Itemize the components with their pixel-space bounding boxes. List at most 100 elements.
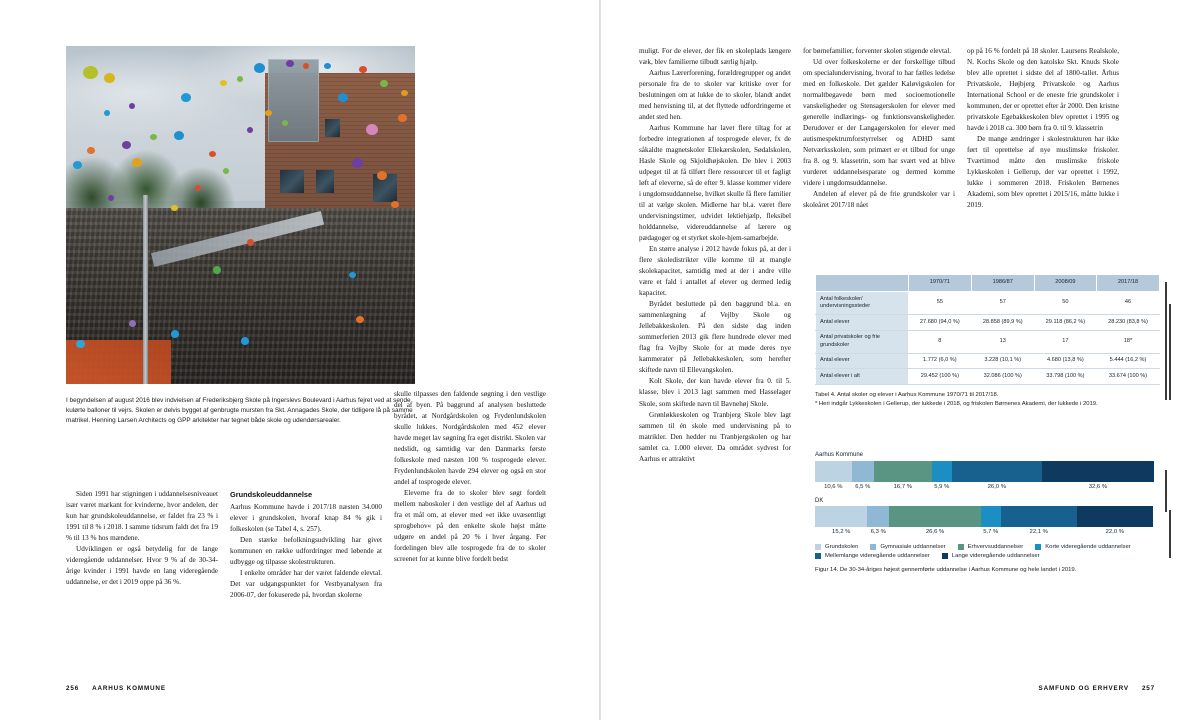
left-column-3: skulle tilpasses den faldende søgning i … (394, 389, 546, 565)
paragraph: Den stærke befolkningsudvikling har give… (230, 536, 382, 567)
right-page-footer: SAMFUND OG ERHVERV 257 (1039, 685, 1155, 692)
table-row: Antal privatskoler og frie grundskoler 8 1… (815, 329, 1160, 354)
balloon (76, 340, 86, 349)
page-gutter (599, 0, 601, 720)
balloon (352, 157, 364, 168)
balloon (223, 167, 230, 174)
paragraph: Grønløkkeskolen og Tranbjerg Skole blev … (639, 410, 791, 463)
bar-value-label: 10,6 % (824, 483, 843, 490)
bar-value-label: 26,6 % (925, 529, 945, 535)
legend-item: Korte videregående uddannelser (1035, 544, 1131, 550)
photo-orange-ground (66, 340, 171, 384)
balloon (170, 329, 179, 338)
balloon (104, 73, 116, 84)
table-cell: 33.674 (100 %) (1096, 368, 1160, 385)
table-row: Antal elever 1.772 (6,0 %) 3.228 (10,1 %) 4… (815, 352, 1160, 370)
paragraph: op på 16 % fordelt på 18 skoler. Laursen… (967, 47, 1119, 133)
balloon (219, 79, 227, 86)
legend-item: Erhvervsuddannelser (957, 544, 1023, 550)
paragraph: Byrådet besluttede på den baggrund bl.a.… (639, 300, 791, 375)
table-4-block: 1970/71 1986/87 2008/09 2017/18 Antal folke… (815, 274, 1171, 410)
balloon (72, 160, 82, 169)
table-cell: 8 (907, 329, 972, 354)
scan-artifact (1169, 510, 1171, 558)
photo-pole (142, 194, 148, 384)
paragraph: Andelen af elever på de frie grundskoler… (803, 190, 955, 210)
balloon (104, 110, 111, 117)
paragraph: Eleverne fra de to skoler blev søgt ford… (394, 489, 546, 564)
table-head: 1970/71 1986/87 2008/09 2017/18 (815, 274, 1160, 292)
balloon (83, 66, 99, 80)
paragraph: for børnefamilier, forventer skolen stig… (803, 47, 951, 55)
section-heading-grundskoleuddannelse: Grundskoleuddannelse (230, 490, 313, 499)
balloon (174, 130, 185, 140)
table-cell: 4.680 (13,8 %) (1033, 352, 1098, 370)
balloon (366, 123, 379, 135)
table-cell: 50 (1033, 290, 1098, 316)
bar-segment (951, 460, 1042, 482)
schools-pupils-table: 1970/71 1986/87 2008/09 2017/18 Antal folke… (815, 274, 1160, 385)
bar-segment (1076, 506, 1153, 527)
paragraph: Aarhus Kommune har lavet flere tiltag fo… (639, 124, 791, 243)
table-col-header: 2017/18 (1096, 274, 1160, 292)
balloon (240, 336, 249, 345)
table-row: Antal elever i alt 29.452 (100 %) 32.086 (… (815, 368, 1160, 385)
table-cell: 33.798 (100 %) (1033, 368, 1098, 385)
balloon (128, 319, 136, 327)
paragraph: muligt. For de elever, der fik en skolep… (639, 47, 791, 67)
bar-segment (867, 506, 890, 527)
paragraph: Siden 1991 har stigningen i uddannelsesn… (66, 490, 218, 543)
balloon (132, 157, 143, 167)
chart-group-label-dk: DK (815, 497, 824, 504)
balloon (237, 76, 243, 83)
bar-value-label: 22,0 % (1105, 529, 1124, 535)
table-cell: 46 (1096, 290, 1160, 316)
chart-legend: Grundskolen Gymnasiale uddannelser Erhverv… (815, 544, 1160, 559)
bar-value-label: 6,5 % (855, 483, 871, 490)
legend-label: Grundskolen (825, 544, 859, 550)
running-title: SAMFUND OG ERHVERV (1038, 685, 1129, 692)
table-cell: 28.858 (89,9 %) (970, 314, 1035, 331)
bar-value-label: 5,7 % (983, 529, 999, 535)
table-cell: 55 (907, 290, 972, 316)
bar-segment (889, 506, 981, 527)
table-cell: 29.452 (100 %) (907, 368, 972, 385)
bar-value-label: 6,3 % (870, 529, 886, 535)
stacked-bar-aarhus (815, 460, 1160, 482)
legend-swatch (870, 544, 877, 550)
table-row-header: Antal elever (815, 314, 909, 331)
bar-value-label: 5,9 % (934, 483, 950, 490)
legend-label: Korte videregående uddannelser (1045, 544, 1131, 550)
balloon (285, 59, 294, 67)
legend-item: Lange videregående uddannelser (941, 553, 1040, 559)
running-title: AARHUS KOMMUNE (92, 685, 166, 692)
legend-swatch (957, 544, 964, 550)
stacked-bar-dk (815, 506, 1160, 527)
table-col-header: 1986/87 (970, 274, 1035, 292)
bar-segment (1000, 506, 1077, 527)
left-column-2: Grundskoleuddannelse Aarhus Kommune havd… (230, 489, 382, 601)
table-col-header: 1970/71 (907, 274, 972, 292)
balloon (303, 62, 310, 69)
table-cell: 29.118 (86,2 %) (1033, 314, 1098, 331)
table-row: Antal folkeskoler/ undervisningssteder 55… (815, 290, 1160, 316)
paragraph: En større analyse i 2012 havde fokus på,… (639, 245, 791, 298)
balloon (247, 127, 254, 134)
left-page: I begyndelsen af august 2016 blev indvie… (0, 0, 599, 720)
right-column-3: op på 16 % fordelt på 18 skoler. Laursen… (967, 46, 1119, 211)
table-cell: 1.772 (6,0 %) (907, 352, 972, 370)
photo-base (66, 46, 415, 384)
legend-item: Mellemlange videregående uddannelser (815, 553, 930, 559)
bar-segment (815, 460, 852, 482)
table-caption: Tabel 4. Antal skoler og elever i Aarhus… (815, 391, 1160, 410)
balloon (359, 66, 368, 74)
paragraph: De mange ændringer i skolestrukturen har… (967, 135, 1119, 210)
paragraph: Udviklingen er også betydelig for de lan… (66, 545, 218, 587)
paragraph: Aarhus Kommune havde i 2017/18 næsten 34… (230, 503, 382, 534)
balloon (128, 103, 135, 110)
chart-group-label-aarhus: Aarhus Kommune (815, 452, 864, 458)
legend-item: Gymnasiale uddannelser (870, 544, 946, 550)
table-corner-cell (815, 274, 909, 292)
balloon (254, 62, 266, 73)
